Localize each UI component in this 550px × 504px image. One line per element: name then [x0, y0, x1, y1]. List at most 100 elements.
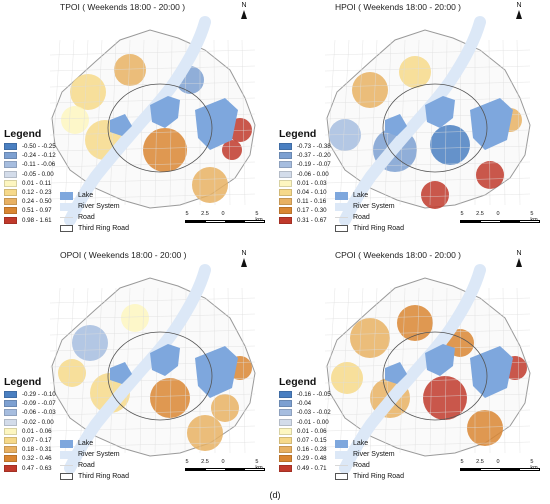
legend-class-item: -0.09 - -0.07: [4, 399, 144, 408]
lake: [110, 114, 132, 136]
legend-class-item: -0.02 - 0.00: [4, 418, 144, 427]
road-line: [49, 39, 61, 206]
legend-swatch-icon: [279, 446, 292, 454]
lake-swatch-icon: [60, 439, 73, 448]
legend-ring-road: Third Ring Road: [335, 471, 420, 482]
map-panel-tpoi: TPOI ( Weekends 18:00 - 20:00 ) N Legend…: [0, 0, 275, 240]
road-swatch-icon: [60, 217, 73, 218]
road-line: [324, 297, 531, 304]
value-patch: [143, 128, 187, 172]
river-swatch-icon: [335, 202, 348, 211]
legend-swatch-icon: [4, 464, 17, 472]
legend-swatch-icon: [4, 152, 17, 160]
legend-class-item: 0.16 - 0.28: [279, 445, 419, 454]
legend-class-label: 0.07 - 0.15: [297, 437, 327, 445]
road-swatch-icon: [335, 217, 348, 218]
legend-class-item: -0.19 - -0.07: [279, 160, 419, 169]
layer-legend: Lake River System Road Third Ring Road: [60, 438, 145, 482]
road-line: [324, 177, 531, 184]
legend-swatch-icon: [279, 179, 292, 187]
legend-river: River System: [60, 449, 145, 460]
third-ring-road: [382, 83, 488, 173]
value-patch: [72, 325, 108, 361]
legend-class-label: 0.24 - 0.50: [22, 198, 52, 206]
legend-swatch-icon: [4, 189, 17, 197]
legend-road: Road: [60, 212, 145, 223]
figure-caption: (d): [269, 490, 281, 500]
lake: [385, 362, 407, 384]
legend-swatch-icon: [279, 170, 292, 178]
legend-swatch-icon: [279, 189, 292, 197]
legend-road: Road: [335, 460, 420, 471]
legend-river: River System: [60, 201, 145, 212]
legend-river: River System: [335, 449, 420, 460]
legend-class-item: 0.01 - 0.06: [279, 427, 419, 436]
value-patch: [430, 125, 470, 165]
river: [339, 264, 486, 474]
legend-title: Legend: [279, 376, 317, 388]
road-line: [49, 161, 256, 168]
value-patch: [114, 54, 146, 86]
legend-class-list: -0.29 - -0.10 -0.09 - -0.07 -0.06 - -0.03-…: [4, 390, 144, 473]
value-patch: [70, 74, 106, 110]
legend-swatch-icon: [4, 170, 17, 178]
legend-class-label: -0.06 - -0.03: [22, 409, 56, 417]
legend-class-item: -0.37 - -0.20: [279, 151, 419, 160]
legend-class-label: -0.11 - -0.06: [22, 161, 56, 169]
legend-swatch-icon: [279, 400, 292, 408]
road-swatch-icon: [335, 465, 348, 466]
legend-class-item: -0.06 - -0.03: [4, 408, 144, 417]
north-arrow-icon: N: [237, 2, 251, 19]
north-arrow-icon: N: [512, 2, 526, 19]
legend-class-item: 0.12 - 0.23: [4, 188, 144, 197]
road-line: [324, 409, 531, 416]
lake: [425, 96, 455, 128]
legend-class-label: 0.16 - 0.28: [297, 446, 327, 454]
legend: Legend -0.16 - -0.05 -0.04 -0.03 - -0.02 -0…: [279, 376, 419, 473]
legend-class-label: 0.47 - 0.63: [22, 464, 52, 472]
ring-road-swatch-icon: [335, 473, 348, 480]
lake: [110, 362, 132, 384]
scale-bar: 5 2.5 0 5 km: [185, 459, 265, 479]
road-line: [354, 287, 364, 454]
value-patch: [187, 415, 223, 451]
legend-class-label: 0.11 - 0.16: [297, 198, 327, 206]
legend-class-item: 0.01 - 0.03: [279, 179, 419, 188]
legend-swatch-icon: [4, 143, 17, 151]
road-line: [324, 145, 531, 152]
legend-class-list: -0.50 - -0.25 -0.24 - -0.12 -0.11 - -0.06-…: [4, 142, 144, 225]
road-line: [241, 39, 246, 206]
legend-lake: Lake: [60, 190, 145, 201]
river: [64, 264, 211, 474]
legend-swatch-icon: [4, 455, 17, 463]
road-line: [339, 287, 350, 454]
legend-swatch-icon: [279, 216, 292, 224]
legend-class-label: 0.01 - 0.06: [22, 427, 52, 435]
legend-class-item: -0.50 - -0.25: [4, 142, 144, 151]
road-line: [324, 393, 531, 400]
legend-class-item: -0.04: [279, 399, 419, 408]
legend-swatch-icon: [279, 161, 292, 169]
legend-class-label: 0.31 - 0.67: [297, 216, 327, 224]
legend-swatch-icon: [4, 427, 17, 435]
legend-lake: Lake: [60, 438, 145, 449]
legend: Legend -0.73 - -0.38 -0.37 - -0.20 -0.19 -…: [279, 128, 419, 225]
road-line: [324, 287, 336, 454]
value-patch: [211, 394, 239, 422]
legend-class-item: 0.29 - 0.48: [279, 454, 419, 463]
value-patch: [61, 106, 89, 134]
scale-bar: 5 2.5 0 5 km: [460, 459, 540, 479]
legend-class-item: 0.07 - 0.17: [4, 436, 144, 445]
value-patch: [350, 318, 390, 358]
road-line: [241, 287, 246, 454]
road-line: [49, 425, 256, 432]
map-title: TPOI ( Weekends 18:00 - 20:00 ): [60, 2, 186, 12]
road-line: [516, 39, 521, 206]
river: [64, 16, 211, 226]
north-arrow-icon: N: [512, 250, 526, 267]
legend-swatch-icon: [4, 391, 17, 399]
legend-swatch-icon: [279, 437, 292, 445]
legend-class-item: -0.73 - -0.38: [279, 142, 419, 151]
legend-swatch-icon: [4, 161, 17, 169]
value-patch: [352, 72, 388, 108]
